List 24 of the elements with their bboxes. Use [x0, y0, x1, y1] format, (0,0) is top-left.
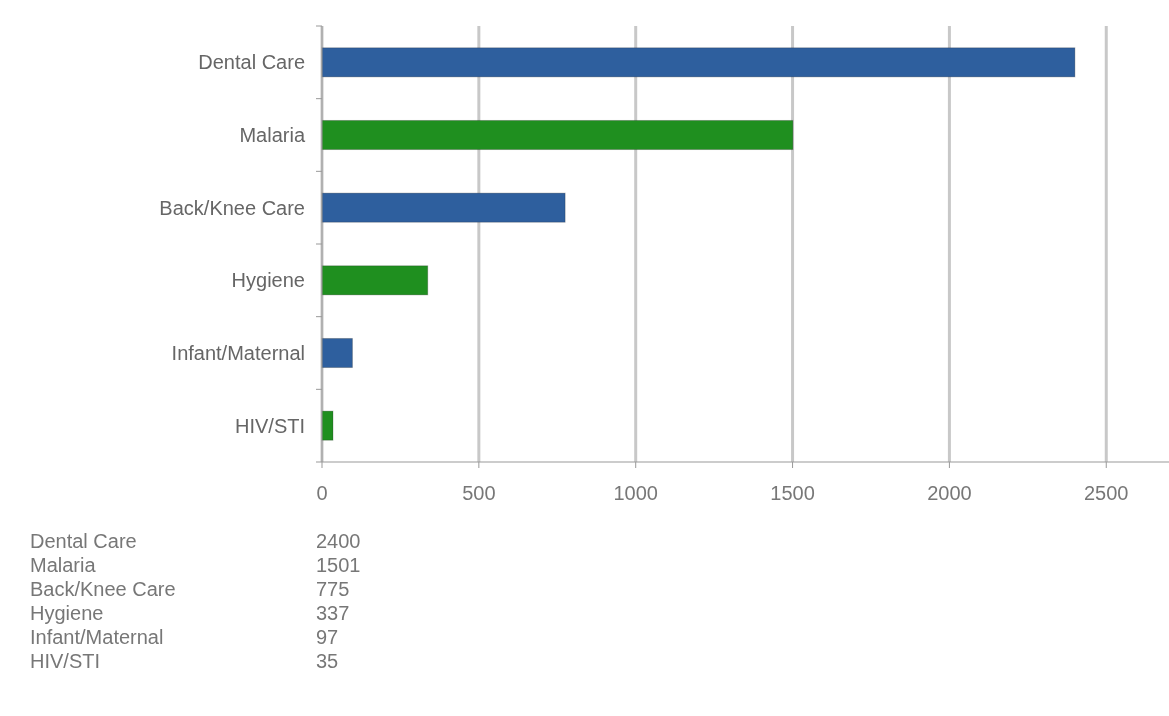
x-tick-label: 2500 — [1084, 482, 1129, 504]
x-tick-label: 500 — [462, 482, 496, 504]
text: 775 — [316, 578, 350, 600]
text: 2400 — [316, 530, 361, 552]
category-label: Hygiene — [30, 602, 104, 624]
text: 1501 — [316, 554, 361, 576]
text: 35 — [316, 650, 339, 672]
category-label: Infant/Maternal — [30, 626, 164, 648]
x-tick-label: 2000 — [927, 482, 972, 504]
y-tick-label: HIV/STI — [234, 414, 305, 437]
text: 337 — [316, 602, 350, 624]
y-tick-label: Hygiene — [231, 269, 305, 292]
text: 97 — [316, 626, 339, 648]
y-tick-label: Back/Knee Care — [159, 196, 305, 219]
x-tick-label: 0 — [316, 482, 328, 504]
y-tick-label: Dental Care — [198, 51, 305, 74]
y-tick-label: Infant/Maternal — [171, 342, 305, 364]
category-label: Back/Knee Care — [30, 578, 176, 600]
y-tick-label: Malaria — [239, 124, 306, 146]
category-label: HIV/STI — [30, 650, 101, 672]
category-label: Dental Care — [30, 530, 137, 552]
x-tick-label: 1000 — [613, 482, 658, 504]
x-tick-label: 1500 — [770, 482, 815, 504]
category-label: Malaria — [30, 554, 96, 576]
